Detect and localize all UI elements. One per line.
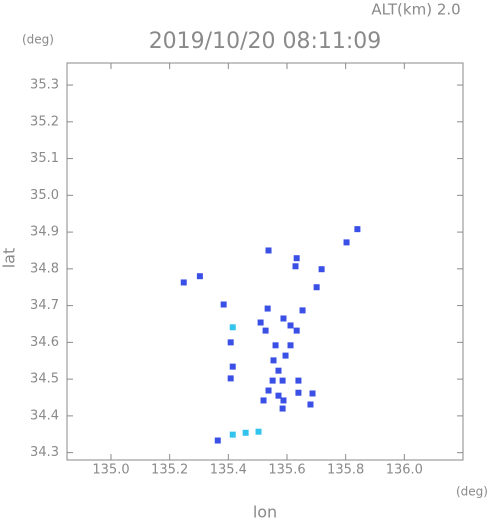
echo-point — [260, 397, 267, 404]
chart-title: 2019/10/20 08:11:09 — [149, 29, 382, 54]
echo-point — [275, 392, 282, 399]
echo-point — [280, 397, 287, 404]
echo-point — [227, 339, 234, 346]
y-tick-label: 35.2 — [30, 114, 59, 129]
y-tick-label: 35.0 — [30, 188, 59, 203]
x-tick-label: 135.2 — [151, 463, 188, 478]
echo-point — [220, 301, 227, 308]
echo-point — [196, 273, 203, 280]
echo-point — [293, 327, 300, 334]
echo-point — [295, 377, 302, 384]
echo-point — [318, 266, 325, 273]
y-tick-label: 35.3 — [30, 78, 59, 93]
echo-point — [257, 319, 264, 326]
echo-point — [279, 405, 286, 412]
x-tick-label: 135.8 — [327, 463, 364, 478]
echo-point — [287, 322, 294, 329]
echo-point — [265, 247, 272, 254]
echo-point — [269, 377, 276, 384]
x-tick-label: 135.0 — [92, 463, 129, 478]
echo-point — [343, 239, 350, 246]
echo-point — [313, 284, 320, 291]
echo-point — [299, 307, 306, 314]
y-tick-label: 34.4 — [30, 408, 59, 423]
echo-point — [292, 263, 299, 270]
y-tick-label: 34.7 — [30, 298, 59, 313]
y-axis-label: lat — [0, 248, 19, 269]
y-tick-label: 35.1 — [30, 151, 59, 166]
echo-point — [293, 255, 300, 262]
echo-point — [242, 429, 249, 436]
echo-point — [227, 375, 234, 382]
y-tick-label: 34.5 — [30, 372, 59, 387]
echo-point — [265, 387, 272, 394]
echo-point — [307, 401, 314, 408]
echo-point — [255, 428, 262, 435]
y-tick-label: 34.9 — [30, 225, 59, 240]
x-tick-label: 135.4 — [210, 463, 247, 478]
x-tick-label: 136.0 — [386, 463, 423, 478]
y-tick-label: 34.8 — [30, 261, 59, 276]
echo-point — [354, 226, 361, 233]
echo-point — [287, 342, 294, 349]
echo-point — [214, 437, 221, 444]
chart-subtitle: ALT(km) 2.0 — [371, 1, 460, 19]
y-tick-label: 34.6 — [30, 335, 59, 350]
echo-point — [180, 279, 187, 286]
echo-point — [229, 363, 236, 370]
plot-frame — [66, 62, 464, 461]
echo-point — [262, 327, 269, 334]
y-unit: (deg) — [22, 33, 54, 47]
x-tick-label: 135.6 — [268, 463, 305, 478]
echo-point — [275, 367, 282, 374]
y-tick-label: 34.3 — [30, 445, 59, 460]
echo-point — [282, 352, 289, 359]
echo-point — [229, 431, 236, 438]
echo-point — [280, 315, 287, 322]
echo-point — [270, 357, 277, 364]
echo-point — [272, 342, 279, 349]
echo-point — [309, 390, 316, 397]
x-axis-label: lon — [253, 503, 277, 521]
echo-point — [279, 377, 286, 384]
echo-point — [229, 324, 236, 331]
echo-point — [295, 389, 302, 396]
echo-point — [264, 305, 271, 312]
x-unit: (deg) — [456, 485, 488, 499]
